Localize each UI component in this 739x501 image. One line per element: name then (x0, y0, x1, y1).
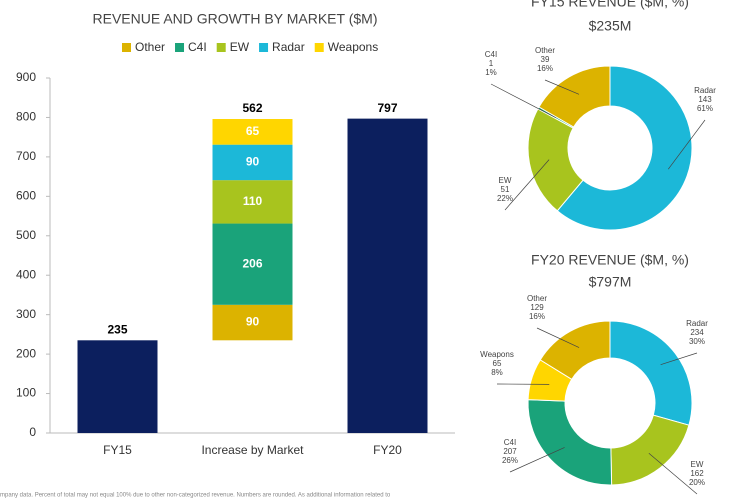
slice-percent: 26% (502, 456, 518, 465)
slice-label: C4I (504, 438, 516, 447)
legend-swatch (216, 43, 226, 52)
leader-line (490, 83, 557, 119)
legend-label: Other (135, 40, 165, 54)
y-tick-label: 0 (29, 425, 36, 439)
y-tick-label: 100 (16, 386, 36, 400)
slice-value: 143 (698, 95, 712, 104)
legend-label: EW (230, 40, 250, 54)
slice-value: 39 (541, 55, 550, 64)
slice-percent: 61% (697, 104, 713, 113)
slice-percent: 30% (689, 337, 705, 346)
data-label: 110 (243, 194, 263, 208)
data-label: 235 (107, 322, 127, 336)
slice-percent: 1% (485, 68, 497, 77)
legend-swatch (122, 43, 131, 52)
y-tick-label: 400 (16, 267, 36, 281)
leader-line (667, 119, 706, 170)
data-label: 562 (242, 101, 262, 115)
footnote: mpany data. Percent of total may not equ… (0, 493, 391, 499)
donut-slice (538, 65, 611, 128)
x-tick-label: FY20 (373, 443, 402, 457)
slice-label: Radar (694, 86, 716, 95)
x-tick-label: Increase by Market (201, 443, 304, 457)
slice-value: 129 (530, 303, 544, 312)
legend-swatch (175, 43, 185, 52)
slice-label: C4I (485, 50, 497, 59)
leader-line (504, 159, 550, 211)
slice-percent: 20% (689, 478, 705, 487)
donut-slice (556, 65, 693, 231)
bar-segment (212, 180, 293, 224)
slice-value: 65 (493, 359, 502, 368)
legend-label: C4I (188, 40, 207, 54)
slice-percent: 16% (529, 312, 545, 321)
leader-line (536, 327, 580, 348)
data-label: 90 (246, 315, 260, 329)
donut-subtitle: $797M (589, 274, 632, 290)
slice-label: Radar (686, 319, 708, 328)
leader-line (509, 447, 565, 473)
donut-slice (610, 414, 690, 486)
slice-value: 51 (501, 185, 510, 194)
slice-label: Other (527, 294, 547, 303)
y-tick-label: 300 (16, 307, 36, 321)
slice-percent: 8% (491, 368, 503, 377)
legend-swatch (259, 43, 269, 52)
y-tick-label: 800 (16, 110, 36, 124)
bar (77, 340, 158, 433)
legend-label: Radar (272, 40, 305, 54)
slice-label: EW (691, 460, 704, 469)
slice-percent: 16% (537, 64, 553, 73)
bar-segment (212, 304, 293, 341)
data-label: 90 (246, 155, 260, 169)
bar-segment (212, 144, 293, 181)
y-tick-label: 700 (16, 149, 36, 163)
slice-label: Weapons (480, 350, 514, 359)
leader-line (544, 79, 580, 95)
donut-title: FY20 REVENUE ($M, %) (531, 252, 689, 268)
slice-value: 207 (503, 447, 517, 456)
leader-line (648, 452, 698, 495)
bar (347, 118, 428, 433)
y-tick-label: 500 (16, 228, 36, 242)
slice-percent: 22% (497, 194, 513, 203)
legend-label: Weapons (328, 40, 378, 54)
leader-line (660, 352, 698, 365)
y-tick-label: 200 (16, 346, 36, 360)
slice-label: EW (499, 176, 512, 185)
data-label: 65 (246, 124, 260, 138)
y-tick-label: 900 (16, 70, 36, 84)
donut-subtitle: $235M (589, 18, 632, 34)
donut-slice (539, 320, 611, 381)
slice-value: 162 (690, 469, 704, 478)
bar-segment (212, 223, 293, 305)
data-label: 797 (377, 101, 397, 115)
slice-value: 234 (690, 328, 704, 337)
data-label: 206 (242, 256, 262, 270)
donut-slice (609, 320, 693, 426)
donut-title: FY15 REVENUE ($M, %) (531, 0, 689, 10)
bar-segment (212, 119, 293, 145)
donut-slice (527, 399, 613, 486)
legend-swatch (314, 43, 324, 52)
x-tick-label: FY15 (103, 443, 132, 457)
y-tick-label: 600 (16, 189, 36, 203)
chart-title: REVENUE AND GROWTH BY MARKET ($M) (93, 11, 378, 27)
slice-label: Other (535, 46, 555, 55)
slice-value: 1 (489, 59, 494, 68)
